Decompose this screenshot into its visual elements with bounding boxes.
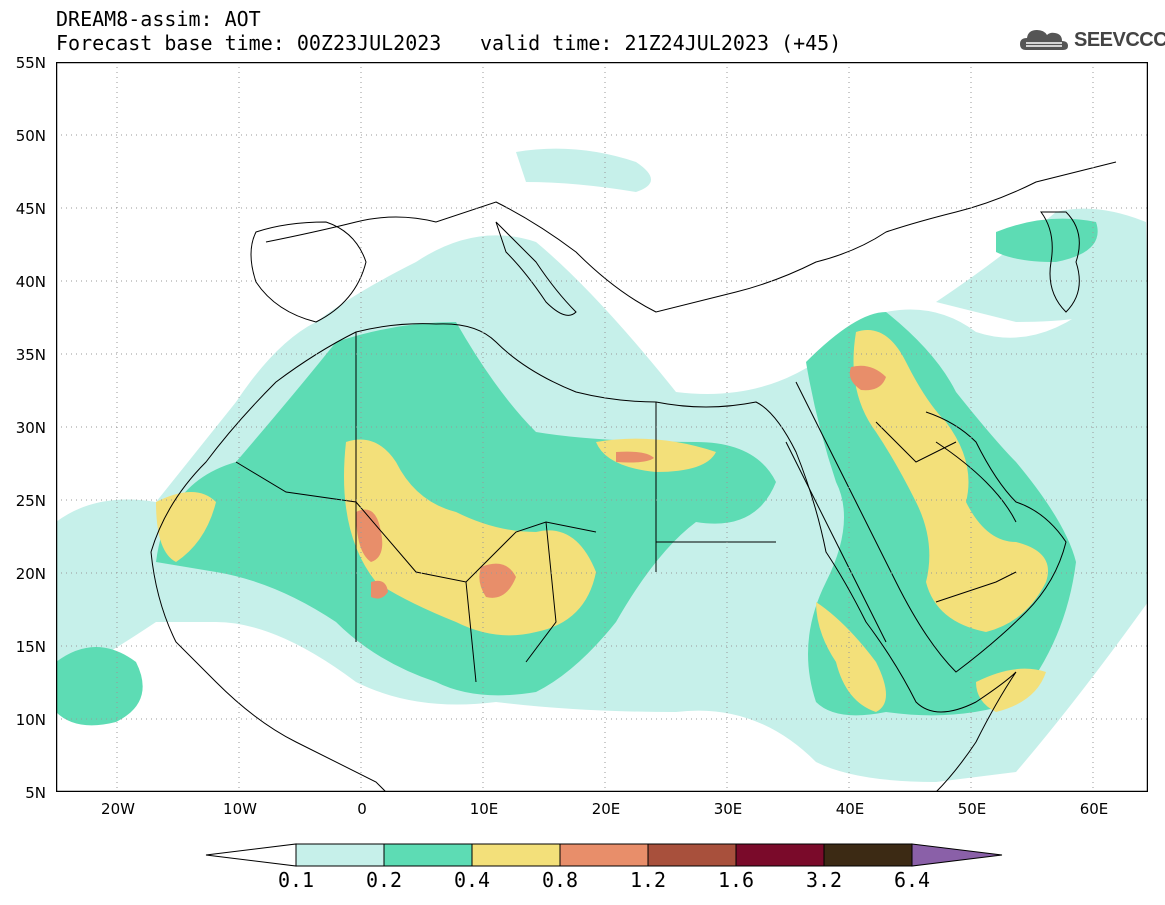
border-line: [935, 571, 1017, 603]
border-line: [235, 461, 597, 583]
lat-label: 15N: [15, 638, 46, 656]
gridlines: [56, 62, 1148, 792]
lat-label: 20N: [15, 565, 46, 583]
aot-region-0.8: [479, 563, 516, 598]
forecast-base-time: Forecast base time: 00Z23JUL2023: [56, 31, 442, 55]
caspian-sea: [1040, 211, 1080, 313]
lon-label: 30E: [713, 800, 743, 818]
colorbar-tick-label: 3.2: [805, 868, 843, 892]
europe-coastline: [265, 161, 1117, 313]
map-title: DREAM8-assim: AOT: [56, 7, 261, 31]
aot-region-0.4: [344, 439, 596, 636]
africa-west-coast: [150, 551, 387, 792]
iberia: [250, 221, 367, 323]
lon-label: 10W: [223, 800, 257, 818]
colorbar-swatch: [559, 843, 649, 867]
lat-label: 50N: [15, 127, 46, 145]
lat-label: 55N: [15, 54, 46, 72]
lat-label: 10N: [15, 711, 46, 729]
italy: [495, 221, 577, 316]
colorbar-tick-label: 6.4: [893, 868, 931, 892]
border-line: [875, 421, 957, 463]
land-borders: [150, 161, 1117, 792]
colorbar-swatch: [295, 843, 385, 867]
lat-label: 5N: [25, 784, 46, 802]
seevccc-logo: SEEVCCC: [1018, 24, 1165, 56]
lon-label: 40E: [835, 800, 865, 818]
lat-label: 30N: [15, 419, 46, 437]
colorbar-tick-label: 0.8: [541, 868, 579, 892]
colorbar-over-arrow: [911, 843, 1003, 867]
aot-region-0.8: [356, 509, 383, 562]
lat-label: 40N: [15, 273, 46, 291]
aot-region-0.2: [156, 322, 776, 696]
colorbar-tick-label: 0.2: [365, 868, 403, 892]
colorbar: [205, 843, 1003, 867]
aot-region-0.4: [156, 492, 216, 562]
aot-region-0.2: [996, 218, 1098, 262]
aot-region-0.4: [853, 330, 1048, 632]
lon-label: 10E: [469, 800, 499, 818]
aot-region-0.1: [516, 148, 651, 192]
aot-region-0.2: [56, 647, 143, 726]
map-border: [56, 62, 1148, 792]
colorbar-tick-label: 1.6: [717, 868, 755, 892]
aot-region-0.4: [816, 602, 886, 712]
aot-map: [56, 62, 1148, 792]
aot-region-0.8: [371, 580, 388, 599]
arabian-peninsula: [795, 381, 1067, 673]
red-sea: [785, 441, 887, 643]
cloud-icon: [1020, 30, 1068, 50]
valid-time: valid time: 21Z24JUL2023 (+45): [480, 31, 842, 55]
logo-text: SEEVCCC: [1074, 28, 1165, 51]
colorbar-swatch: [647, 843, 737, 867]
colorbar-swatch: [471, 843, 561, 867]
lat-label: 25N: [15, 492, 46, 510]
persian-gulf: [935, 441, 1017, 523]
colorbar-swatch: [735, 843, 825, 867]
aot-field-layer: [56, 148, 1148, 783]
lon-label: 20W: [101, 800, 135, 818]
lon-label: 60E: [1079, 800, 1109, 818]
colorbar-swatch: [823, 843, 913, 867]
lon-label: 50E: [957, 800, 987, 818]
aot-region-0.4: [976, 668, 1046, 712]
africa-coastline: [150, 323, 1017, 792]
aot-region-0.8: [849, 365, 886, 391]
lat-label: 45N: [15, 200, 46, 218]
colorbar-under-arrow: [205, 843, 297, 867]
lat-label: 35N: [15, 346, 46, 364]
lon-label: 20E: [591, 800, 621, 818]
lon-label: 0: [357, 800, 367, 818]
colorbar-tick-label: 0.1: [277, 868, 315, 892]
colorbar-tick-label: 1.2: [629, 868, 667, 892]
colorbar-swatch: [383, 843, 473, 867]
border-line: [465, 581, 477, 683]
colorbar-tick-label: 0.4: [453, 868, 491, 892]
aot-region-0.8: [616, 451, 654, 463]
border-line: [525, 521, 557, 663]
